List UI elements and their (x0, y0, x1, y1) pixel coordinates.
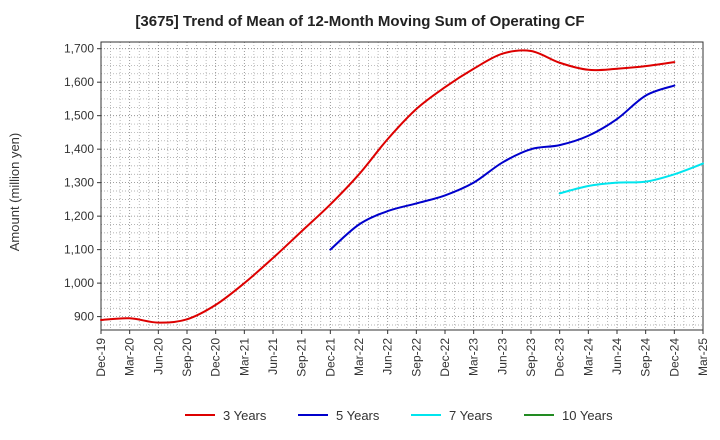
x-tick-label: Jun-24 (610, 338, 624, 375)
series-line-7-years (558, 162, 704, 195)
x-tick-label: Dec-21 (323, 338, 337, 377)
x-tick-label: Mar-23 (467, 338, 481, 376)
x-tick-label: Dec-19 (94, 338, 108, 377)
y-tick-label: 900 (74, 310, 94, 324)
x-tick-label: Sep-22 (409, 338, 423, 377)
y-tick-label: 1,400 (64, 142, 94, 156)
x-tick-label: Sep-23 (524, 338, 538, 377)
legend-label-3-years: 3 Years (223, 408, 267, 423)
x-tick-label: Jun-22 (381, 338, 395, 375)
x-tick-label: Jun-20 (151, 338, 165, 375)
x-tick-label: Mar-21 (237, 338, 251, 376)
plot-background (101, 42, 703, 330)
legend: 3 Years 5 Years 7 Years 10 Years (185, 408, 613, 423)
y-tick-label: 1,300 (64, 176, 94, 190)
x-tick-label: Dec-23 (553, 338, 567, 377)
legend-label-10-years: 10 Years (562, 408, 613, 423)
x-tick-label: Mar-22 (352, 338, 366, 376)
y-tick-label: 1,700 (64, 42, 94, 56)
legend-label-5-years: 5 Years (336, 408, 380, 423)
series-line-3-years (100, 49, 676, 324)
y-tick-label: 1,000 (64, 276, 94, 290)
y-tick-label: 1,200 (64, 209, 94, 223)
y-tick-label: 1,500 (64, 109, 94, 123)
x-tick-label: Jun-21 (266, 338, 280, 375)
y-axis-label: Amount (million yen) (7, 133, 22, 252)
x-tick-label: Dec-24 (667, 338, 681, 377)
x-tick-label: Mar-20 (123, 338, 137, 376)
x-tick-label: Mar-25 (696, 338, 710, 376)
y-tick-label: 1,600 (64, 75, 94, 89)
x-tick-label: Jun-23 (495, 338, 509, 375)
y-tick-label: 1,100 (64, 243, 94, 257)
x-tick-label: Sep-20 (180, 338, 194, 377)
x-tick-label: Dec-20 (209, 338, 223, 377)
chart-title: [3675] Trend of Mean of 12-Month Moving … (135, 13, 584, 30)
legend-label-7-years: 7 Years (449, 408, 493, 423)
x-tick-label: Sep-21 (295, 338, 309, 377)
plot-frame (100, 41, 704, 331)
series-line-5-years (329, 84, 676, 251)
x-tick-label: Dec-22 (438, 338, 452, 377)
x-tick-label: Mar-24 (581, 338, 595, 376)
plot-area: 900 1,000 1,100 1,200 1,300 1,400 1,500 1,600 1,… (64, 41, 710, 377)
x-tick-label: Sep-24 (639, 338, 653, 377)
